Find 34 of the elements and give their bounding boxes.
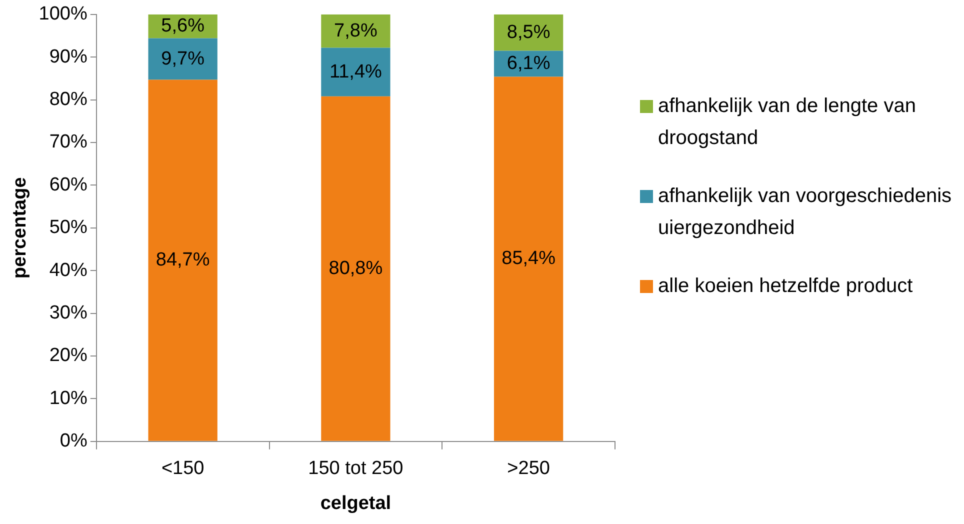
y-tick-label: 80%: [49, 89, 88, 110]
data-label: 84,7%: [156, 250, 210, 271]
bar: [494, 76, 564, 441]
data-label: 8,5%: [506, 22, 550, 43]
bar: [148, 38, 218, 80]
data-label: 7,8%: [334, 20, 378, 42]
data-label: 85,4%: [502, 248, 556, 270]
y-tick-label: 0%: [60, 430, 88, 452]
bar: [148, 80, 218, 441]
data-label: 11,4%: [329, 61, 382, 82]
legend-label: afhankelijk van voorgeschiedenis uiergezondheid: [658, 184, 953, 241]
y-tick-label: 90%: [49, 46, 88, 68]
y-tick-label: 70%: [49, 132, 88, 153]
data-label: 9,7%: [161, 48, 205, 70]
y-axis-title: percentage: [10, 177, 31, 279]
data-label: 5,6%: [161, 16, 205, 37]
x-tick-label: 150 tot 250: [308, 458, 404, 480]
bar: [321, 14, 390, 48]
y-tick-label: 50%: [49, 217, 88, 238]
x-tick-label: <150: [161, 458, 204, 480]
x-tick-label: >250: [507, 458, 550, 480]
y-tick-label: 30%: [49, 302, 88, 324]
y-tick-label: 40%: [49, 260, 88, 281]
y-tick-label: 20%: [49, 345, 88, 366]
data-label: 6,1%: [506, 52, 550, 74]
y-tick-label: 60%: [49, 174, 88, 196]
bar: [321, 96, 390, 441]
bar: [321, 48, 390, 96]
legend-label: afhankelijk van de lengte van droogstand: [658, 94, 917, 151]
y-tick-label: 10%: [49, 388, 88, 409]
x-axis-title: celgetal: [320, 492, 392, 514]
data-label: 80,8%: [328, 258, 383, 279]
y-tick-label: 100%: [38, 4, 88, 25]
legend-label: alle koeien hetzelfde product: [658, 274, 913, 299]
